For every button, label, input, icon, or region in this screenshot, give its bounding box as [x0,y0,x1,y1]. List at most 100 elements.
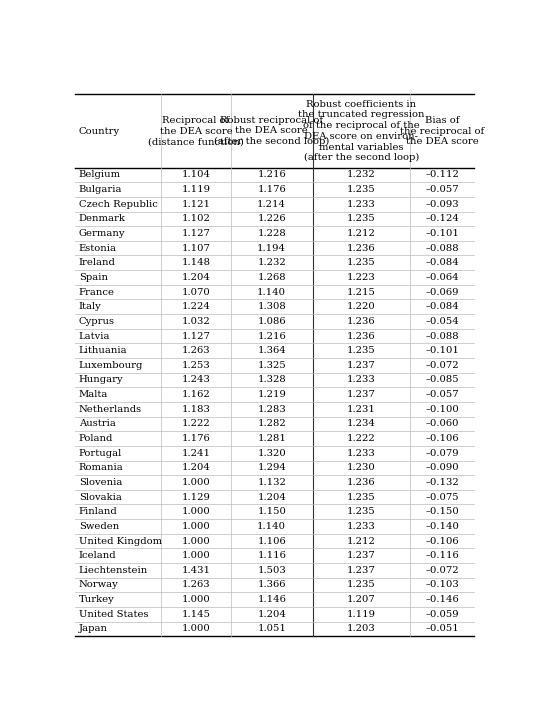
Text: –0.101: –0.101 [425,346,459,355]
Text: 1.207: 1.207 [347,595,376,604]
Text: 1.231: 1.231 [347,405,376,414]
Text: 1.129: 1.129 [182,493,210,502]
Text: Malta: Malta [79,390,108,399]
Text: Sweden: Sweden [79,522,119,531]
Text: –0.084: –0.084 [425,302,459,311]
Text: 1.431: 1.431 [182,566,211,575]
Text: 1.032: 1.032 [182,317,210,326]
Text: –0.140: –0.140 [425,522,459,531]
Text: –0.072: –0.072 [426,361,459,370]
Text: 1.116: 1.116 [257,551,286,560]
Text: 1.127: 1.127 [182,229,210,238]
Text: –0.051: –0.051 [425,625,459,633]
Text: 1.183: 1.183 [182,405,210,414]
Text: 1.119: 1.119 [182,185,211,194]
Text: –0.057: –0.057 [426,185,459,194]
Text: –0.112: –0.112 [425,170,459,180]
Text: Romania: Romania [79,463,123,472]
Text: 1.000: 1.000 [182,522,210,531]
Text: –0.150: –0.150 [425,508,459,516]
Text: 1.212: 1.212 [347,229,376,238]
Text: 1.194: 1.194 [257,243,286,253]
Text: Bias of
the reciprocal of
the DEA score: Bias of the reciprocal of the DEA score [400,116,485,146]
Text: 1.150: 1.150 [257,508,286,516]
Text: 1.104: 1.104 [182,170,211,180]
Text: 1.503: 1.503 [257,566,286,575]
Text: –0.132: –0.132 [425,478,459,487]
Text: Spain: Spain [79,273,108,282]
Text: 1.232: 1.232 [257,258,286,267]
Text: 1.148: 1.148 [182,258,211,267]
Text: Robust coefficients in
the truncated regression
of the reciprocal of the
DEA sco: Robust coefficients in the truncated reg… [298,100,425,162]
Text: Ireland: Ireland [79,258,115,267]
Text: 1.328: 1.328 [257,376,286,384]
Text: –0.146: –0.146 [425,595,459,604]
Text: United Kingdom: United Kingdom [79,536,162,546]
Text: 1.263: 1.263 [182,346,210,355]
Text: –0.059: –0.059 [426,610,459,619]
Text: 1.212: 1.212 [347,536,376,546]
Text: Iceland: Iceland [79,551,116,560]
Text: –0.101: –0.101 [425,229,459,238]
Text: 1.282: 1.282 [257,419,286,429]
Text: 1.364: 1.364 [257,346,286,355]
Text: –0.106: –0.106 [426,434,459,443]
Text: Latvia: Latvia [79,332,110,340]
Text: Slovenia: Slovenia [79,478,122,487]
Text: 1.237: 1.237 [347,390,376,399]
Text: 1.235: 1.235 [347,258,376,267]
Text: –0.106: –0.106 [426,536,459,546]
Text: 1.236: 1.236 [347,478,376,487]
Text: Austria: Austria [79,419,115,429]
Text: Reciprocal of
the DEA score
(distance function): Reciprocal of the DEA score (distance fu… [148,116,244,146]
Text: Country: Country [79,126,120,136]
Text: 1.234: 1.234 [347,419,376,429]
Text: Finland: Finland [79,508,117,516]
Text: 1.000: 1.000 [182,551,210,560]
Text: 1.140: 1.140 [257,288,286,297]
Text: 1.325: 1.325 [257,361,286,370]
Text: Czech Republic: Czech Republic [79,200,158,209]
Text: 1.294: 1.294 [257,463,286,472]
Text: 1.000: 1.000 [182,595,210,604]
Text: Bulgaria: Bulgaria [79,185,122,194]
Text: 1.235: 1.235 [347,508,376,516]
Text: 1.176: 1.176 [182,434,210,443]
Text: Estonia: Estonia [79,243,117,253]
Text: 1.214: 1.214 [257,200,286,209]
Text: Lithuania: Lithuania [79,346,127,355]
Text: 1.235: 1.235 [347,346,376,355]
Text: France: France [79,288,115,297]
Text: Denmark: Denmark [79,215,125,223]
Text: –0.124: –0.124 [425,215,459,223]
Text: 1.215: 1.215 [347,288,376,297]
Text: 1.243: 1.243 [182,376,210,384]
Text: 1.000: 1.000 [182,536,210,546]
Text: 1.000: 1.000 [182,625,210,633]
Text: Robust reciprocal of
the DEA score
(after the second loop): Robust reciprocal of the DEA score (afte… [214,116,330,146]
Text: 1.106: 1.106 [257,536,286,546]
Text: 1.102: 1.102 [182,215,210,223]
Text: –0.064: –0.064 [426,273,459,282]
Text: –0.088: –0.088 [426,243,459,253]
Text: Portugal: Portugal [79,449,122,457]
Text: –0.088: –0.088 [426,332,459,340]
Text: Hungary: Hungary [79,376,123,384]
Text: United States: United States [79,610,148,619]
Text: 1.204: 1.204 [182,463,210,472]
Text: –0.093: –0.093 [426,200,459,209]
Text: 1.000: 1.000 [182,508,210,516]
Text: 1.233: 1.233 [347,522,376,531]
Text: –0.060: –0.060 [426,419,459,429]
Text: Germany: Germany [79,229,125,238]
Text: 1.228: 1.228 [257,229,286,238]
Text: Italy: Italy [79,302,101,311]
Text: 1.233: 1.233 [347,200,376,209]
Text: Liechtenstein: Liechtenstein [79,566,148,575]
Text: 1.204: 1.204 [257,493,286,502]
Text: –0.079: –0.079 [426,449,459,457]
Text: 1.107: 1.107 [182,243,210,253]
Text: 1.237: 1.237 [347,566,376,575]
Text: –0.075: –0.075 [426,493,459,502]
Text: 1.241: 1.241 [182,449,211,457]
